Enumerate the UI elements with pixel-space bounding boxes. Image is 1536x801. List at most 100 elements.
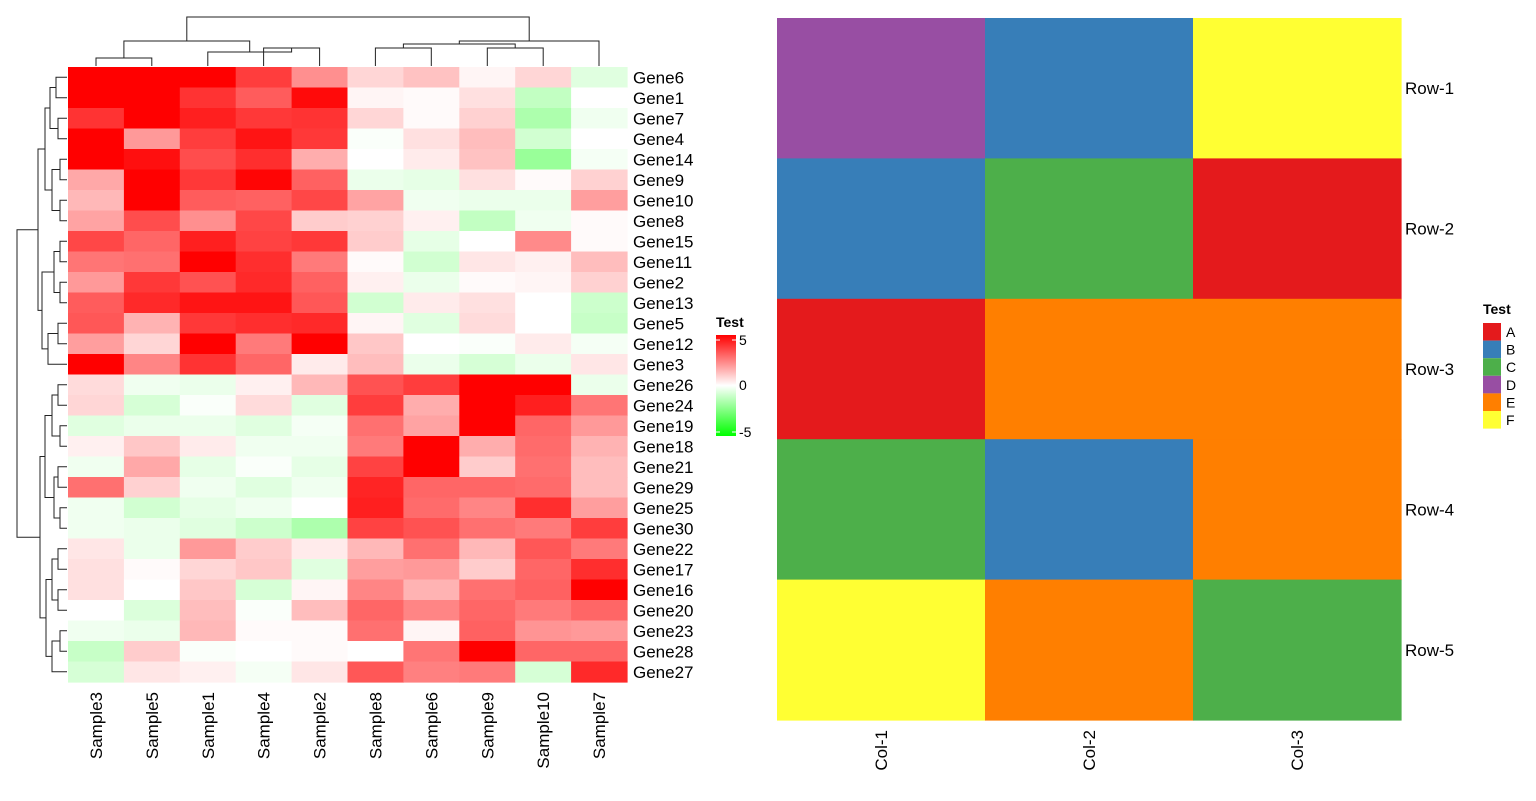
heatmap-cell: [403, 518, 460, 540]
heatmap-cell: [347, 579, 404, 601]
row-dendrogram-link: [45, 579, 52, 657]
heatmap-cell: [571, 128, 628, 150]
heatmap-cell: [291, 620, 349, 642]
row-dendrogram-link: [51, 558, 58, 601]
heatmap-cell: [347, 538, 404, 560]
row-dendrogram: [16, 76, 67, 673]
heatmap-cell: [403, 210, 460, 232]
row-label-gene25: Gene25: [633, 499, 694, 518]
heatmap-cell: [459, 108, 516, 130]
heatmap-cell: [235, 661, 293, 683]
row-label-row-4: Row-4: [1405, 500, 1454, 519]
heatmap-cell: [347, 477, 404, 499]
heatmap-2-cell: [777, 439, 986, 581]
heatmap-cell: [179, 497, 237, 519]
heatmap-cell: [291, 128, 349, 150]
heatmap-cell: [571, 559, 628, 581]
column-dendrogram-link: [95, 57, 153, 66]
heatmap-cell: [571, 620, 628, 642]
heatmap-cell: [179, 333, 237, 355]
heatmap-cell: [515, 251, 572, 273]
heatmap-cell: [179, 313, 237, 335]
row-label-row-5: Row-5: [1405, 641, 1454, 660]
heatmap-cell: [179, 661, 237, 683]
heatmap-cell: [68, 149, 125, 171]
heatmap-cell: [403, 374, 460, 396]
row-dendrogram-link: [59, 199, 67, 222]
heatmap-cell: [68, 231, 125, 253]
column-dendrogram-link: [458, 40, 600, 66]
heatmap-cell: [123, 436, 181, 458]
heatmap-2-column-labels: Col-1 Col-2 Col-3: [872, 730, 1307, 771]
heatmap-cell: [179, 620, 237, 642]
heatmap-cell: [403, 579, 460, 601]
heatmap-cell: [179, 374, 237, 396]
heatmap-cell: [571, 436, 628, 458]
heatmap-cell: [179, 518, 237, 540]
heatmap-cell: [571, 231, 628, 253]
column-label-sample4: Sample4: [255, 692, 274, 759]
heatmap-cell: [515, 87, 572, 109]
heatmap-cell: [459, 620, 516, 642]
heatmap-cell: [347, 169, 404, 191]
heatmap-cell: [123, 169, 181, 191]
heatmap-cell: [235, 87, 293, 109]
heatmap-cell: [179, 149, 237, 171]
heatmap-cell: [235, 128, 293, 150]
heatmap-cell: [68, 436, 125, 458]
heatmap-cell: [235, 395, 293, 417]
heatmap-cell: [459, 231, 516, 253]
column-label-sample8: Sample8: [366, 692, 385, 759]
row-dendrogram-link: [53, 251, 60, 293]
heatmap-cell: [347, 518, 404, 540]
heatmap-cell: [459, 395, 516, 417]
heatmap-cell: [571, 67, 628, 89]
heatmap-cell: [68, 169, 125, 191]
heatmap-cell: [123, 292, 181, 314]
heatmap-cell: [571, 333, 628, 355]
heatmap-2-cells: [777, 18, 1402, 721]
heatmap-cell: [515, 641, 572, 663]
heatmap-cell: [403, 395, 460, 417]
heatmap-2-cell: [1193, 158, 1402, 300]
row-label-gene5: Gene5: [633, 314, 684, 333]
heatmap-cell: [235, 456, 293, 478]
heatmap-cell: [179, 169, 237, 191]
heatmap-cell: [347, 87, 404, 109]
row-label-gene27: Gene27: [633, 663, 694, 682]
heatmap-cell: [347, 374, 404, 396]
heatmap-cell: [459, 87, 516, 109]
heatmap-cell: [459, 477, 516, 499]
heatmap-cell: [291, 190, 349, 212]
heatmap-cell: [403, 436, 460, 458]
heatmap-cell: [347, 415, 404, 437]
heatmap-cell: [347, 251, 404, 273]
heatmap-cell: [291, 518, 349, 540]
row-dendrogram-link: [51, 169, 60, 211]
heatmap-cell: [68, 292, 125, 314]
heatmap-cell: [403, 620, 460, 642]
heatmap-cell: [179, 538, 237, 560]
heatmap-cell: [179, 579, 237, 601]
heatmap-cell: [403, 497, 460, 519]
row-label-gene16: Gene16: [633, 581, 694, 600]
heatmap-cell: [403, 456, 460, 478]
heatmap-cell: [459, 497, 516, 519]
heatmap-cell: [515, 67, 572, 89]
heatmap-cell: [235, 210, 293, 232]
heatmap-cell: [515, 579, 572, 601]
heatmap-2-cell: [777, 579, 986, 721]
heatmap-2-cell: [777, 18, 986, 159]
column-label-sample2: Sample2: [311, 692, 330, 759]
heatmap-cell: [347, 497, 404, 519]
heatmap-cell: [235, 641, 293, 663]
heatmap-cell: [123, 108, 181, 130]
heatmap-cell: [347, 128, 404, 150]
heatmap-cell: [403, 661, 460, 683]
heatmap-cell: [459, 67, 516, 89]
row-label-gene7: Gene7: [633, 109, 684, 128]
heatmap-cell: [515, 231, 572, 253]
row-dendrogram-link: [53, 476, 60, 519]
legend-2-swatch-b: [1483, 340, 1501, 359]
